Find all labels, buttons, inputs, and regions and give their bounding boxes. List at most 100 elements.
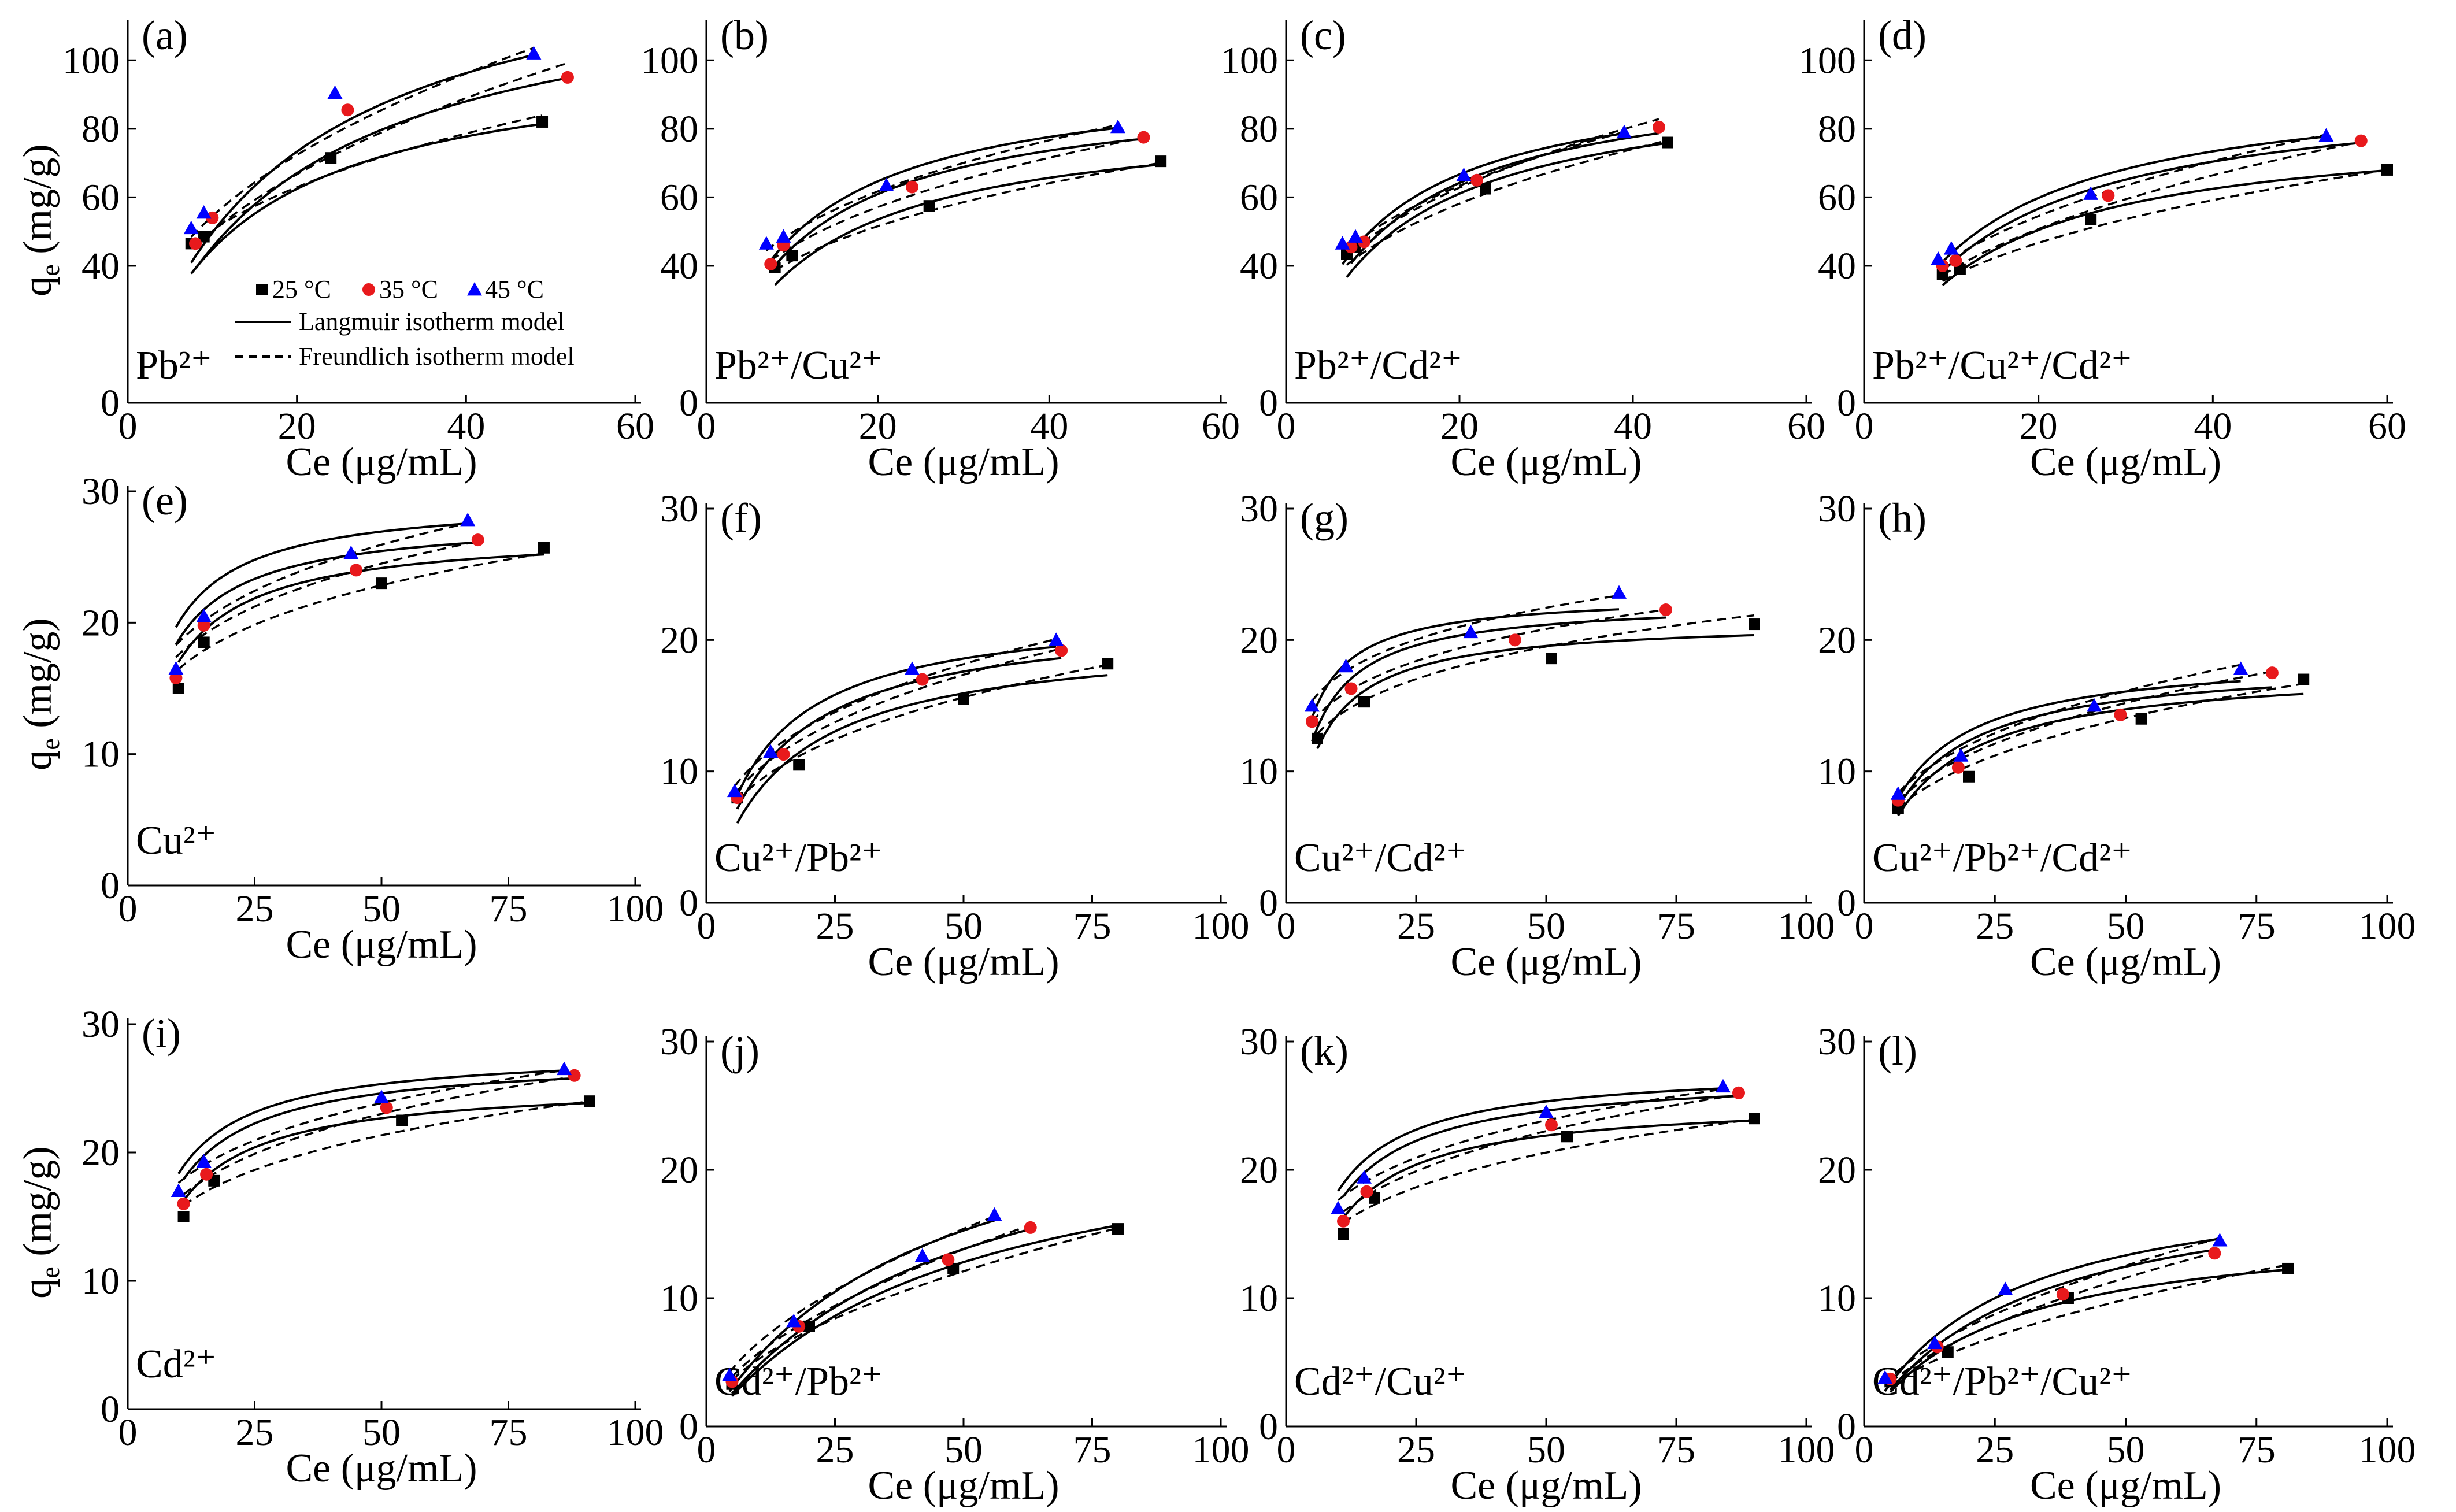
data-point-square [803, 1320, 815, 1332]
panel-letter: (l) [1878, 1028, 1917, 1074]
data-point-circle [1951, 761, 1965, 774]
data-point-square [1102, 658, 1114, 670]
x-tick-label: 100 [1778, 1429, 1835, 1471]
data-point-square [1112, 1223, 1124, 1235]
data-point-square [1963, 770, 1975, 783]
x-tick-label: 0 [1277, 905, 1296, 947]
y-tick-label: 0 [101, 865, 120, 907]
langmuir-curve [1311, 608, 1620, 718]
data-point-circle [1360, 1185, 1373, 1198]
data-point-triangle [1338, 658, 1354, 673]
legend-series-label: 35 °C [379, 275, 438, 303]
x-tick-label: 0 [697, 905, 716, 947]
panel-d: 0 20 40 60 0 40 60 80 100 Ce (μg/mL) (d) Pb²⁺/Cu²⁺/… [1799, 12, 2406, 484]
data-point-circle [206, 211, 219, 224]
langmuir-curve [774, 163, 1161, 286]
panel-letter: (c) [1300, 12, 1346, 58]
langmuir-curve [731, 1228, 1031, 1395]
y-tick-label: 20 [1818, 619, 1856, 661]
data-point-square [1662, 136, 1673, 149]
y-tick-label: 20 [1818, 1149, 1856, 1191]
data-point-triangle [1335, 236, 1350, 250]
legend-model-label: Langmuir isotherm model [299, 307, 564, 336]
data-point-square [1942, 1346, 1954, 1358]
x-tick-label: 50 [1527, 1429, 1565, 1471]
data-point-circle [568, 1069, 581, 1082]
data-point-circle [1358, 235, 1370, 249]
data-point-circle [1344, 240, 1358, 254]
y-tick-label: 40 [82, 245, 120, 287]
data-point-triangle [1463, 624, 1479, 639]
data-point-triangle [1877, 1370, 1893, 1384]
data-point-circle [1024, 1221, 1037, 1234]
panel-c: 0 20 40 60 0 40 60 80 100 Ce (μg/mL) (c) Pb²⁺/Cd²⁺ [1221, 12, 1825, 484]
langmuir-curve [1342, 1119, 1755, 1219]
y-tick-label: 30 [660, 1021, 698, 1063]
y-tick-label: 20 [660, 1149, 698, 1191]
data-point-triangle [1110, 119, 1125, 134]
data-point-triangle [171, 1183, 186, 1197]
y-tick-label: 20 [82, 602, 120, 644]
x-axis-title: Ce (μg/mL) [2030, 440, 2221, 484]
y-axis-title-unit: (mg/g) [16, 144, 60, 264]
x-tick-label: 20 [859, 405, 897, 447]
y-tick-label: 60 [660, 176, 698, 218]
data-point-triangle [1539, 1105, 1554, 1118]
x-tick-label: 75 [490, 1411, 528, 1454]
langmuir-curve [190, 54, 534, 264]
y-tick-label: 30 [1818, 1021, 1856, 1063]
y-tick-label: 20 [82, 1132, 120, 1174]
y-tick-label: 0 [679, 882, 698, 924]
data-point-square [2298, 673, 2310, 685]
langmuir-curve [1342, 1095, 1739, 1198]
legend-marker-square [256, 284, 268, 295]
y-tick-label: 100 [641, 39, 698, 81]
data-point-triangle [914, 1248, 930, 1262]
panel-i: 0 25 50 75 100 0 10 20 30 Ce (μg/mL) qe (mg/g) (i) C… [16, 1003, 664, 1491]
x-tick-label: 100 [1192, 905, 1250, 947]
freundlich-curve [731, 1226, 1118, 1381]
data-point-triangle [1998, 1281, 2013, 1295]
data-point-square [1358, 696, 1370, 708]
x-tick-label: 20 [278, 405, 316, 447]
y-tick-label: 10 [660, 751, 698, 793]
data-point-triangle [183, 220, 199, 235]
data-point-square [923, 200, 935, 212]
y-tick-label: 30 [1240, 1021, 1278, 1063]
data-point-square [1338, 1228, 1349, 1240]
y-tick-label: 60 [82, 176, 120, 218]
system-label: Cd²⁺/Pb²⁺/Cu²⁺ [1872, 1359, 2132, 1404]
freundlich-curve [734, 638, 1057, 787]
langmuir-curve [175, 541, 478, 646]
data-point-circle [1545, 1118, 1558, 1132]
x-tick-label: 40 [2194, 405, 2232, 447]
x-tick-label: 0 [118, 405, 138, 447]
data-point-triangle [196, 608, 212, 622]
x-tick-label: 75 [1073, 905, 1112, 947]
data-point-square [583, 1095, 595, 1107]
data-point-circle [1470, 173, 1483, 187]
data-point-triangle [722, 1368, 738, 1381]
data-point-triangle [168, 661, 184, 675]
system-label: Cd²⁺/Pb²⁺ [714, 1359, 883, 1404]
data-point-square [947, 1262, 960, 1274]
x-tick-label: 75 [2238, 1429, 2276, 1471]
x-tick-label: 50 [944, 1429, 983, 1471]
freundlich-curve [1311, 608, 1666, 723]
data-point-circle [2208, 1247, 2221, 1260]
x-tick-label: 0 [1855, 1429, 1874, 1471]
langmuir-curve [1337, 1087, 1724, 1192]
y-tick-label: 0 [1259, 882, 1278, 924]
panel-letter: (f) [720, 495, 762, 541]
langmuir-curve [1341, 132, 1625, 265]
y-axis-title-sub: e [35, 264, 65, 276]
x-tick-label: 20 [1440, 405, 1479, 447]
freundlich-curve [1346, 139, 1668, 266]
x-tick-label: 100 [607, 888, 664, 930]
data-point-square [198, 636, 210, 648]
langmuir-curve [183, 1102, 590, 1202]
y-axis-title: qe (mg/g) [16, 144, 65, 296]
panel-b: 0 20 40 60 0 40 60 80 100 Ce (μg/mL) (b) Pb²⁺/Cu²⁺ [641, 12, 1240, 484]
x-tick-label: 100 [607, 1411, 664, 1454]
data-point-triangle [1617, 124, 1632, 139]
